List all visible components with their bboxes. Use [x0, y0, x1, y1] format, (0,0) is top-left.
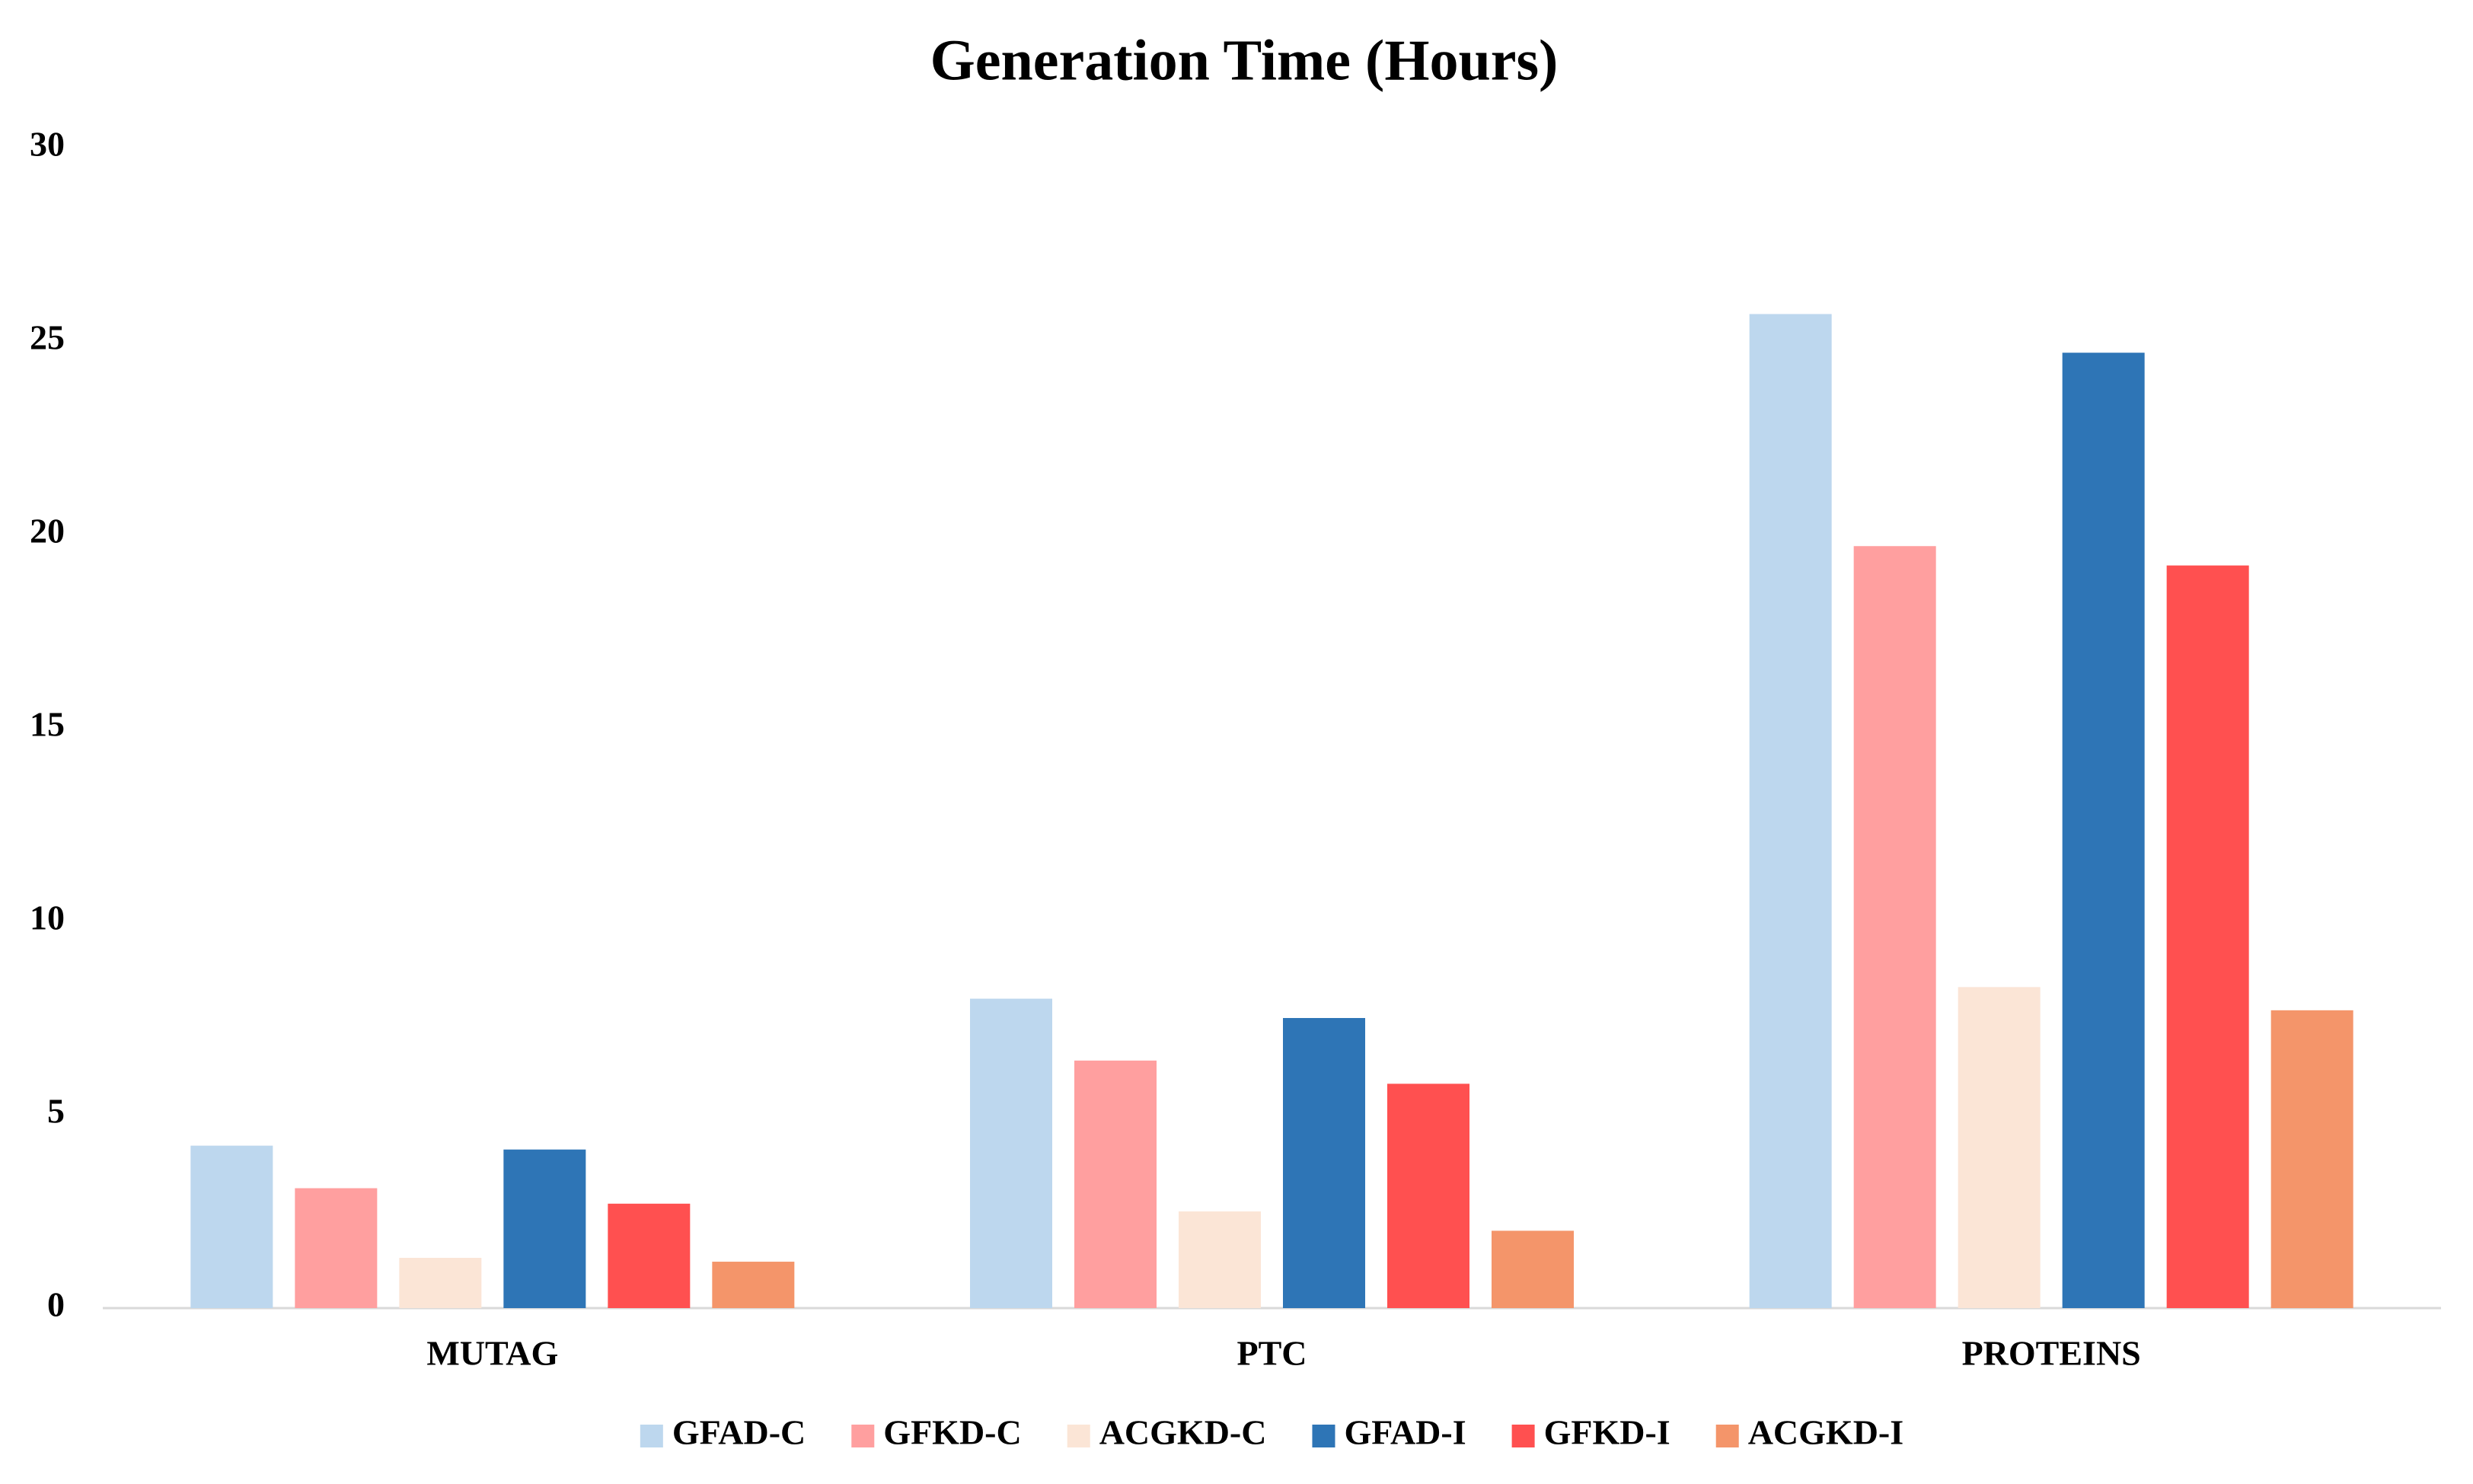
- bar: [712, 1262, 795, 1308]
- legend-label: ACGKD-I: [1748, 1413, 1903, 1452]
- bar: [1749, 314, 1832, 1309]
- legend-label: GFAD-C: [672, 1413, 806, 1452]
- x-tick-label: PTC: [1237, 1334, 1307, 1373]
- bar: [2166, 565, 2249, 1308]
- bar: [1492, 1230, 1574, 1308]
- bar: [1853, 546, 1936, 1308]
- legend-swatch: [851, 1425, 875, 1447]
- bar: [1179, 1211, 1261, 1308]
- legend: GFAD-C GFKD-C ACGKD-C GFAD-I GFKD-I ACGKD-I: [640, 1413, 1903, 1452]
- y-tick-label: 5: [47, 1092, 65, 1131]
- legend-swatch: [1067, 1425, 1090, 1447]
- bar: [1074, 1060, 1157, 1308]
- y-tick-label: 15: [30, 705, 65, 744]
- bar: [503, 1149, 586, 1308]
- y-tick-label: 0: [47, 1285, 65, 1324]
- y-tick-label: 20: [30, 512, 65, 551]
- legend-swatch: [640, 1425, 663, 1447]
- bar: [2062, 353, 2145, 1308]
- chart-title: Generation Time (Hours): [930, 28, 1559, 92]
- bar: [399, 1257, 482, 1308]
- legend-swatch: [1312, 1425, 1335, 1447]
- y-tick-label: 25: [30, 318, 65, 357]
- bar: [970, 998, 1052, 1308]
- y-tick-label: 30: [30, 125, 65, 164]
- x-tick-label: PROTEINS: [1962, 1334, 2141, 1373]
- legend-label: GFKD-I: [1544, 1413, 1670, 1452]
- bar: [1283, 1018, 1365, 1308]
- bar: [608, 1203, 691, 1308]
- legend-swatch: [1715, 1425, 1739, 1447]
- bar: [2270, 1010, 2353, 1308]
- legend-label: ACGKD-C: [1099, 1413, 1267, 1452]
- legend-swatch: [1511, 1425, 1535, 1447]
- legend-label: GFAD-I: [1344, 1413, 1466, 1452]
- x-tick-label: MUTAG: [426, 1334, 558, 1373]
- legend-label: GFKD-C: [883, 1413, 1021, 1452]
- bar: [295, 1188, 378, 1308]
- bar: [190, 1145, 273, 1308]
- y-tick-label: 10: [30, 898, 65, 937]
- bar: [1958, 987, 2041, 1308]
- bar: [1387, 1083, 1469, 1308]
